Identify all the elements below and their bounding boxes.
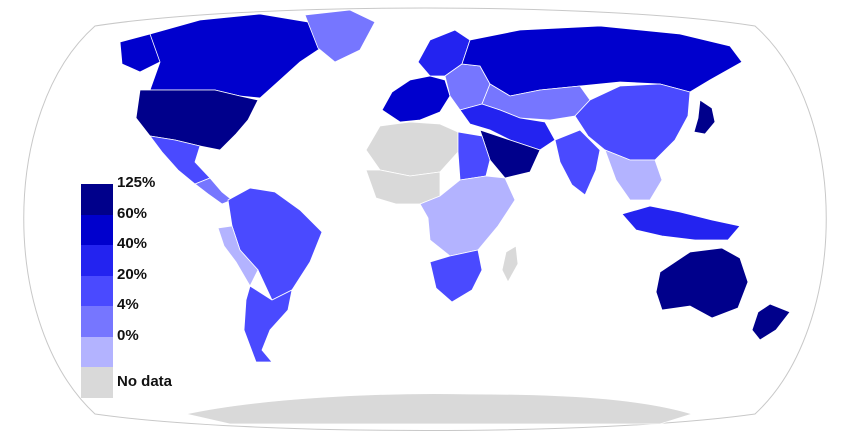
- legend: 125% 60% 40% 20% 4% 0% No data: [80, 174, 210, 398]
- legend-swatch: [81, 306, 113, 337]
- legend-item: 0%: [80, 327, 210, 367]
- region-south-america-west[interactable]: [217, 225, 259, 287]
- legend-label: 4%: [117, 296, 139, 313]
- region-japan[interactable]: [693, 99, 716, 135]
- legend-label: 40%: [117, 235, 148, 252]
- region-greenland[interactable]: [304, 9, 376, 63]
- region-antarctica[interactable]: [185, 393, 694, 425]
- legend-label: 20%: [117, 265, 148, 283]
- region-north-africa[interactable]: [365, 121, 459, 177]
- legend-swatch: [81, 275, 113, 306]
- legend-swatch: [81, 184, 113, 215]
- region-new-zealand[interactable]: [751, 303, 791, 341]
- legend-item: 4%: [80, 296, 210, 337]
- region-southeast-asia[interactable]: [604, 149, 663, 201]
- legend-swatch: [81, 245, 113, 276]
- region-india[interactable]: [554, 129, 601, 196]
- legend-item: No data: [80, 367, 210, 398]
- legend-swatch: [81, 336, 113, 367]
- legend-item: 40%: [80, 235, 210, 276]
- region-southern-africa[interactable]: [429, 249, 483, 303]
- legend-item: 60%: [80, 205, 210, 245]
- region-indonesia[interactable]: [621, 205, 741, 241]
- legend-label: No data: [117, 373, 173, 390]
- region-china[interactable]: [574, 83, 691, 161]
- region-madagascar[interactable]: [501, 245, 519, 283]
- region-europe-west[interactable]: [381, 75, 451, 123]
- legend-label: 60%: [117, 204, 148, 222]
- legend-label: 125%: [117, 174, 156, 191]
- legend-swatch: [81, 214, 113, 245]
- region-central-africa[interactable]: [419, 175, 516, 257]
- legend-label: 0%: [117, 326, 139, 344]
- region-australia[interactable]: [655, 247, 749, 319]
- region-south-america-south[interactable]: [243, 285, 293, 363]
- legend-swatch: [81, 367, 113, 398]
- legend-item: 20%: [80, 266, 210, 306]
- legend-item: 125%: [80, 174, 210, 215]
